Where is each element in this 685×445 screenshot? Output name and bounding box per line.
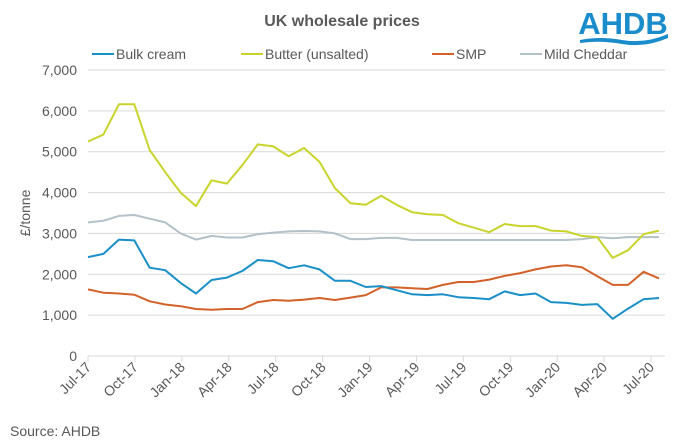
- legend-label: Bulk cream: [116, 46, 186, 62]
- legend-item: Butter (unsalted): [241, 46, 369, 62]
- x-tick-label: Oct-19: [475, 359, 516, 400]
- y-tick-label: 2,000: [42, 266, 77, 282]
- y-tick-label: 3,000: [42, 225, 77, 241]
- y-tick-label: 5,000: [42, 144, 77, 160]
- y-tick-label: 7,000: [42, 62, 77, 78]
- ahdb-logo: AHDB: [578, 6, 668, 46]
- x-tick-label: Jul-19: [431, 359, 469, 397]
- y-tick-label: 1,000: [42, 307, 77, 323]
- x-tick-label: Jan-18: [146, 359, 188, 401]
- y-tick-label: 0: [69, 348, 77, 364]
- series-lines: [87, 103, 660, 320]
- x-axis-ticks: Jul-17 Oct-17 Jan-18 Apr-18 Jul-18 Oct-18 Jan-…: [56, 356, 657, 400]
- series-line-butter-unsalted: [87, 103, 660, 259]
- x-tick-label: Oct-17: [100, 359, 141, 400]
- x-tick-label: Jul-18: [244, 359, 282, 397]
- source-note: Source: AHDB: [10, 423, 101, 439]
- y-tick-label: 4,000: [42, 185, 77, 201]
- y-axis-ticks: 0 1,000 2,000 3,000 4,000 5,000 6,000 7,000: [42, 62, 77, 364]
- x-tick-label: Apr-20: [569, 359, 610, 400]
- legend-label: SMP: [456, 46, 486, 62]
- y-tick-label: 6,000: [42, 103, 77, 119]
- x-tick-label: Apr-18: [194, 359, 235, 400]
- legend-item: Mild Cheddar: [520, 46, 628, 62]
- legend-item: Bulk cream: [92, 46, 186, 62]
- chart-legend: Bulk cream Butter (unsalted) SMP Mild Chedd…: [92, 46, 628, 62]
- series-line-mild-cheddar: [87, 214, 659, 241]
- chart-title: UK wholesale prices: [264, 13, 420, 30]
- x-tick-label: Apr-19: [382, 359, 423, 400]
- x-tick-label: Jan-19: [334, 359, 376, 401]
- x-tick-label: Jul-17: [56, 359, 94, 397]
- series-line-bulk-cream: [87, 238, 660, 320]
- x-tick-label: Oct-18: [288, 359, 329, 400]
- x-tick-label: Jan-20: [522, 359, 564, 401]
- series-line-smp: [87, 264, 660, 311]
- legend-label: Mild Cheddar: [544, 46, 628, 62]
- svg-text:AHDB: AHDB: [578, 6, 668, 41]
- legend-item: SMP: [432, 46, 486, 62]
- x-tick-label: Jul-20: [619, 359, 657, 397]
- gridlines: [88, 69, 665, 357]
- y-axis-label: £/tonne: [17, 189, 33, 236]
- legend-label: Butter (unsalted): [265, 46, 369, 62]
